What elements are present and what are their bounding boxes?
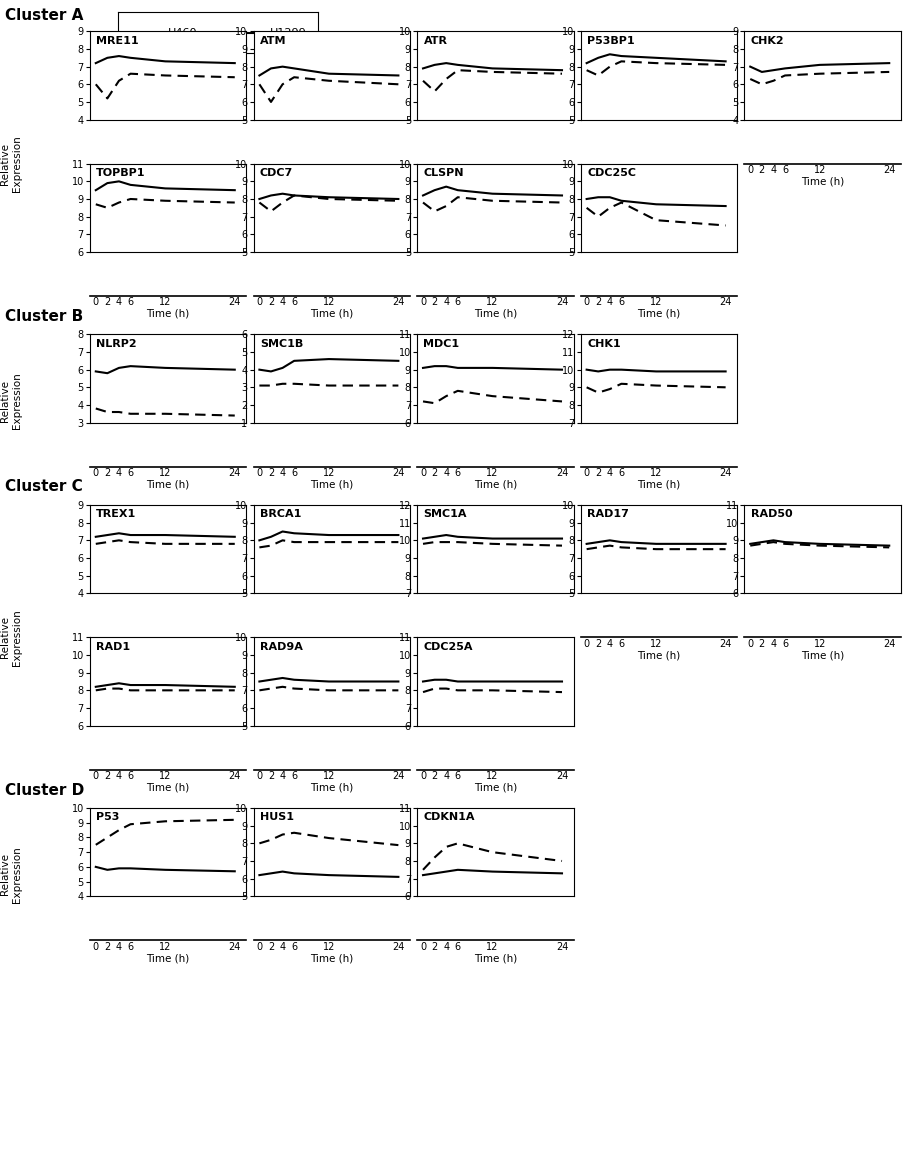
Text: ATR: ATR [424,36,447,45]
Text: BRCA1: BRCA1 [260,510,301,519]
Text: H460: H460 [168,28,197,37]
Text: ATM: ATM [260,36,286,45]
X-axis label: Time (h): Time (h) [310,479,354,490]
X-axis label: Time (h): Time (h) [474,479,517,490]
Text: P53BP1: P53BP1 [587,36,634,45]
Text: P53: P53 [96,813,120,822]
X-axis label: Time (h): Time (h) [310,309,354,319]
X-axis label: Time (h): Time (h) [474,783,517,793]
Text: CDC25A: CDC25A [424,642,473,651]
Text: CDC25C: CDC25C [587,168,636,178]
X-axis label: Time (h): Time (h) [474,953,517,964]
Text: Cluster A: Cluster A [5,8,83,23]
X-axis label: Time (h): Time (h) [637,309,681,319]
Text: Cluster B: Cluster B [5,309,83,324]
Text: RAD9A: RAD9A [260,642,303,651]
Text: RAD50: RAD50 [751,510,793,519]
Text: MDC1: MDC1 [424,339,460,348]
Text: SMC1A: SMC1A [424,510,467,519]
Text: CDC7: CDC7 [260,168,293,178]
Text: TOPBP1: TOPBP1 [96,168,145,178]
Text: Cluster C: Cluster C [5,479,83,495]
X-axis label: Time (h): Time (h) [146,783,190,793]
X-axis label: Time (h): Time (h) [310,953,354,964]
Text: Relative
Expression: Relative Expression [0,373,22,428]
Text: RAD17: RAD17 [587,510,629,519]
X-axis label: Time (h): Time (h) [146,479,190,490]
Text: NLRP2: NLRP2 [96,339,137,348]
Text: CDKN1A: CDKN1A [424,813,475,822]
Text: Cluster D: Cluster D [5,783,84,798]
Text: HUS1: HUS1 [260,813,294,822]
X-axis label: Time (h): Time (h) [801,176,844,187]
Text: Relative
Expression: Relative Expression [0,610,22,665]
Text: Relative
Expression: Relative Expression [0,846,22,902]
X-axis label: Time (h): Time (h) [637,479,681,490]
Text: H1299: H1299 [270,28,307,37]
Text: TREX1: TREX1 [96,510,136,519]
Text: CHK2: CHK2 [751,36,784,45]
X-axis label: Time (h): Time (h) [637,650,681,661]
X-axis label: Time (h): Time (h) [801,650,844,661]
X-axis label: Time (h): Time (h) [146,953,190,964]
Text: Relative
Expression: Relative Expression [0,136,22,192]
Text: RAD1: RAD1 [96,642,130,651]
X-axis label: Time (h): Time (h) [146,309,190,319]
Text: CHK1: CHK1 [587,339,621,348]
X-axis label: Time (h): Time (h) [474,309,517,319]
Text: CLSPN: CLSPN [424,168,464,178]
Text: MRE11: MRE11 [96,36,139,45]
Text: SMC1B: SMC1B [260,339,303,348]
X-axis label: Time (h): Time (h) [310,783,354,793]
